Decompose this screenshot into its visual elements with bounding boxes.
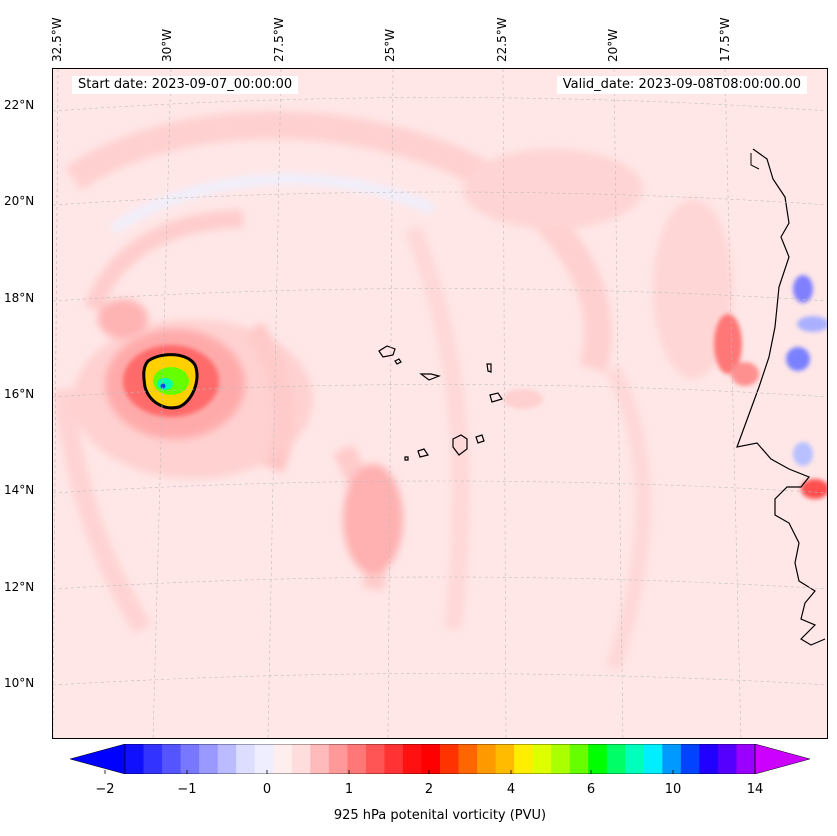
colorbar-segment bbox=[328, 744, 348, 774]
valid-date-label: Valid_date: 2023-09-08T08:00:00.00 bbox=[556, 76, 807, 94]
coastal-pv-features bbox=[503, 275, 827, 499]
colorbar-segment bbox=[551, 744, 571, 774]
start-date-label: Start date: 2023-09-07_00:00:00 bbox=[72, 76, 299, 94]
colorbar-segment bbox=[458, 744, 478, 774]
latitude-label: 18°N bbox=[4, 291, 35, 305]
colorbar bbox=[70, 744, 810, 774]
colorbar-segment bbox=[273, 744, 293, 774]
colorbar-segment bbox=[514, 744, 534, 774]
colorbar-tick-label: 4 bbox=[506, 782, 516, 797]
colorbar-tick-label: 0 bbox=[262, 782, 272, 797]
colorbar-tick-label: −2 bbox=[95, 782, 115, 797]
colorbar-tick-label: 10 bbox=[664, 782, 682, 797]
colorbar-segment bbox=[699, 744, 719, 774]
coast-detail bbox=[750, 153, 760, 170]
colorbar-segment bbox=[532, 744, 552, 774]
latitude-label: 10°N bbox=[4, 676, 35, 690]
colorbar-tick-label: 6 bbox=[586, 782, 596, 797]
colorbar-label: 925 hPa potenital vorticity (PVU) bbox=[333, 808, 547, 823]
colorbar-segment bbox=[588, 744, 608, 774]
colorbar-under-extension bbox=[70, 744, 126, 774]
colorbar-segment bbox=[180, 744, 200, 774]
latitude-label: 20°N bbox=[4, 194, 35, 208]
colorbar-segment bbox=[199, 744, 219, 774]
longitude-label: 32.5°W bbox=[50, 17, 64, 62]
colorbar-segment bbox=[143, 744, 163, 774]
colorbar-segment bbox=[606, 744, 626, 774]
colorbar-tick-label: −1 bbox=[177, 782, 197, 797]
colorbar-segment bbox=[569, 744, 589, 774]
cape-verde-islands bbox=[378, 345, 503, 461]
colorbar-segment bbox=[495, 744, 515, 774]
colorbar-segment bbox=[421, 744, 441, 774]
longitude-label: 22.5°W bbox=[495, 17, 509, 62]
colorbar-tick-label: 14 bbox=[746, 782, 764, 797]
longitude-label: 25°W bbox=[383, 28, 397, 62]
graticule bbox=[53, 69, 827, 738]
colorbar-segment bbox=[384, 744, 404, 774]
storm-vortex bbox=[105, 329, 245, 439]
colorbar-segment bbox=[310, 744, 330, 774]
colorbar-segment bbox=[625, 744, 645, 774]
colorbar-frame bbox=[124, 744, 756, 774]
longitude-label: 30°W bbox=[160, 28, 174, 62]
colorbar-segment bbox=[662, 744, 682, 774]
latitude-label: 16°N bbox=[4, 387, 35, 401]
colorbar-tick-label: 2 bbox=[424, 782, 434, 797]
longitude-label: 27.5°W bbox=[272, 17, 286, 62]
colorbar-segment bbox=[643, 744, 663, 774]
colorbar-segment bbox=[162, 744, 182, 774]
colorbar-segment bbox=[440, 744, 460, 774]
longitude-label: 20°W bbox=[606, 28, 620, 62]
colorbar-segment bbox=[291, 744, 311, 774]
colorbar-segment bbox=[254, 744, 274, 774]
colorbar-segment bbox=[680, 744, 700, 774]
colorbar-segment bbox=[717, 744, 737, 774]
longitude-label: 17.5°W bbox=[718, 17, 732, 62]
colorbar-segment bbox=[217, 744, 237, 774]
colorbar-segment bbox=[402, 744, 422, 774]
potential-vorticity-map bbox=[53, 69, 827, 738]
latitude-label: 12°N bbox=[4, 580, 35, 594]
colorbar-segment bbox=[347, 744, 367, 774]
colorbar-over-extension bbox=[754, 744, 810, 774]
colorbar-segment bbox=[477, 744, 497, 774]
map-panel bbox=[52, 68, 828, 739]
colorbar-tick-label: 1 bbox=[344, 782, 354, 797]
colorbar-segment bbox=[365, 744, 385, 774]
latitude-label: 14°N bbox=[4, 483, 35, 497]
colorbar-segment bbox=[736, 744, 756, 774]
colorbar-segment bbox=[125, 744, 145, 774]
latitude-label: 22°N bbox=[4, 98, 35, 112]
african-coastline bbox=[736, 148, 826, 646]
colorbar-segment bbox=[236, 744, 256, 774]
